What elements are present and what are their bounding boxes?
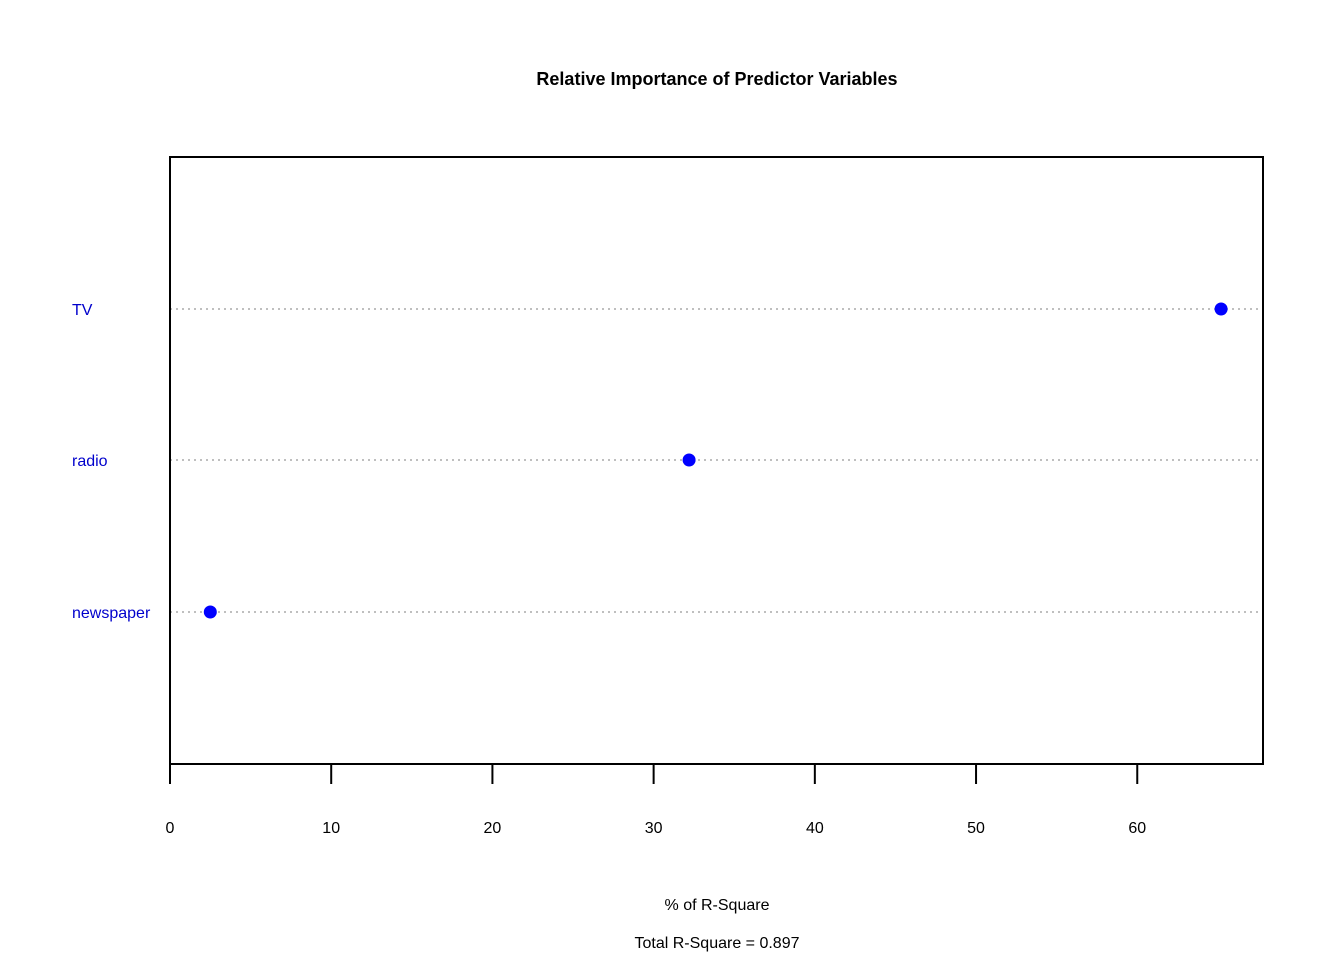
chart-title: Relative Importance of Predictor Variabl… bbox=[536, 69, 897, 89]
data-point bbox=[682, 453, 696, 467]
category-label: radio bbox=[72, 453, 108, 470]
category-label: TV bbox=[72, 302, 93, 319]
x-tick-label: 30 bbox=[645, 820, 663, 837]
x-tick-label: 20 bbox=[484, 820, 502, 837]
x-tick-label: 0 bbox=[166, 820, 175, 837]
x-tick-label: 60 bbox=[1128, 820, 1146, 837]
data-point bbox=[1214, 302, 1228, 316]
data-points bbox=[203, 302, 1228, 619]
x-axis-label: % of R-Square bbox=[665, 897, 770, 914]
category-label: newspaper bbox=[72, 605, 151, 622]
guide-lines bbox=[170, 308, 1263, 613]
category-labels: TV radio newspaper bbox=[72, 302, 151, 622]
x-tick-label: 50 bbox=[967, 820, 985, 837]
data-point bbox=[203, 605, 217, 619]
x-axis: 0 10 20 30 40 50 60 bbox=[166, 763, 1146, 837]
total-r-square-note: Total R-Square = 0.897 bbox=[635, 935, 800, 952]
x-tick-label: 40 bbox=[806, 820, 824, 837]
x-tick-label: 10 bbox=[322, 820, 340, 837]
